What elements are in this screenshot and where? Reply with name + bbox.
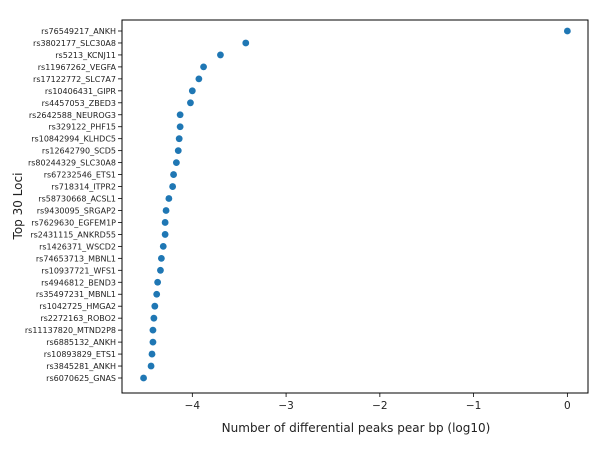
data-point	[176, 111, 184, 119]
x-tick-label: −4	[185, 400, 201, 412]
y-tick-label: rs76549217_ANKH	[41, 27, 116, 36]
y-tick-label: rs4946812_BEND3	[41, 278, 116, 287]
data-points	[140, 27, 571, 382]
data-point	[176, 123, 184, 131]
y-tick-label: rs1426371_WSCD2	[39, 242, 116, 251]
data-point	[162, 207, 170, 214]
y-tick-label: rs3802177_SLC30A8	[33, 39, 116, 48]
data-point	[157, 266, 164, 274]
data-point	[161, 219, 169, 226]
data-point	[187, 99, 194, 107]
y-tick-label: rs5213_KCNJ11	[55, 51, 116, 60]
y-tick-label: rs6070625_GNAS	[46, 374, 116, 383]
y-tick-label: rs7629630_EGFEM1P	[31, 218, 116, 227]
plot-frame	[121, 19, 589, 394]
data-point	[563, 27, 571, 35]
data-point	[174, 147, 182, 155]
x-axis-label: Number of differential peaks pear bp (lo…	[222, 421, 491, 435]
y-tick-label: rs58730668_ACSL1	[38, 195, 116, 204]
x-tick-label: −3	[278, 400, 293, 412]
y-tick-label: rs67232546_ETS1	[44, 171, 116, 180]
x-tick-label: −2	[372, 400, 387, 412]
data-point	[157, 254, 165, 262]
y-tick-label: rs6885132_ANKH	[46, 338, 116, 347]
data-point	[150, 314, 158, 322]
data-point	[159, 242, 167, 250]
data-point	[151, 302, 159, 310]
y-tick-label: rs17122772_SLC7A7	[33, 75, 116, 84]
y-tick-label: rs74653713_MBNL1	[36, 254, 116, 263]
data-point	[149, 326, 157, 334]
y-tick-label: rs2642588_NEUROG3	[29, 111, 116, 120]
y-tick-label: rs10842994_KLHDC5	[31, 135, 116, 144]
y-tick-label: rs2431115_ANKRD55	[30, 230, 116, 239]
data-point	[200, 63, 207, 71]
data-point	[154, 278, 162, 286]
y-tick-label: rs2272163_ROBO2	[40, 314, 116, 323]
data-point	[153, 290, 161, 298]
x-tick-label: 0	[564, 400, 571, 412]
y-tick-label: rs10937721_WFS1	[41, 266, 116, 275]
data-point	[170, 171, 177, 178]
y-tick-label: rs11137820_MTND2P8	[25, 326, 116, 335]
y-tick-label: rs9430095_SRGAP2	[37, 206, 116, 215]
y-tick-label: rs329122_PHF15	[48, 123, 116, 132]
y-tick-label: rs3845281_ANKH	[46, 362, 116, 371]
data-point	[165, 195, 173, 202]
data-point	[175, 135, 183, 143]
data-point	[242, 39, 250, 47]
y-tick-label: rs12642790_SCD5	[42, 147, 116, 156]
data-point	[169, 183, 177, 190]
data-point	[172, 159, 180, 167]
y-tick-label: rs10893829_ETS1	[44, 350, 116, 359]
data-point	[161, 231, 169, 238]
data-point	[195, 75, 203, 83]
x-tick-label: −1	[466, 400, 481, 412]
y-axis-label: Top 30 Loci	[11, 173, 25, 241]
data-point	[140, 374, 147, 382]
data-point	[188, 87, 196, 95]
y-tick-label: rs4457053_ZBED3	[42, 99, 116, 108]
y-tick-label: rs80244329_SLC30A8	[28, 159, 116, 168]
x-axis: −4 −3 −2 −1 0	[185, 393, 571, 412]
y-tick-label: rs35497231_MBNL1	[36, 290, 116, 299]
data-point	[217, 51, 224, 59]
y-tick-label: rs1042725_HMGA2	[39, 302, 116, 311]
data-point	[148, 350, 156, 358]
y-axis: rs76549217_ANKH rs3802177_SLC30A8 rs5213_K…	[25, 27, 122, 383]
y-tick-label: rs10406431_GIPR	[45, 87, 117, 96]
y-tick-label: rs11967262_VEGFA	[38, 63, 117, 72]
data-point	[149, 338, 157, 346]
data-point	[147, 362, 155, 370]
y-tick-label: rs718314_ITPR2	[51, 183, 116, 192]
